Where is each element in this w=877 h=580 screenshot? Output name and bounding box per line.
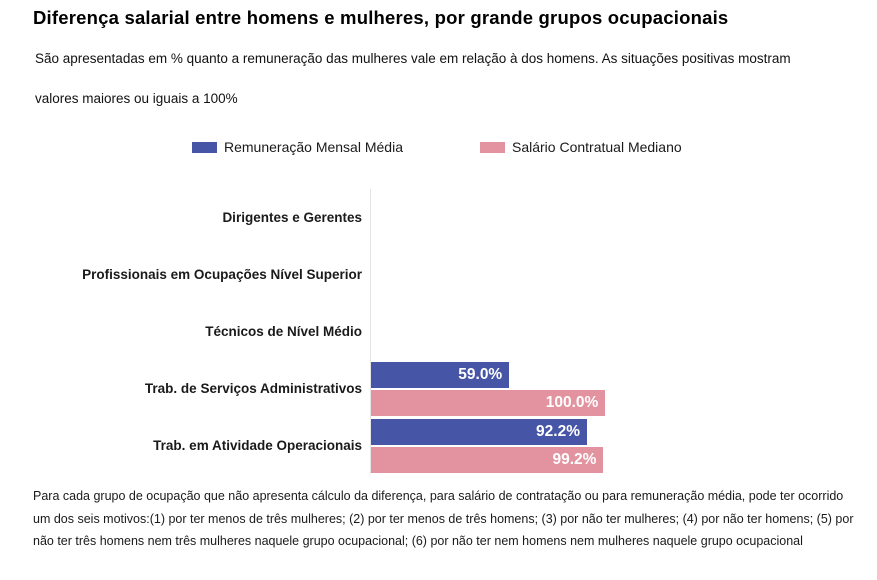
legend-item-salario-contratual-mediano[interactable]: Salário Contratual Mediano bbox=[480, 138, 682, 156]
category-label: Profissionais em Ocupações Nível Superio… bbox=[82, 266, 362, 282]
legend-label-remuneracao: Remuneração Mensal Média bbox=[224, 139, 403, 155]
plot-area: 92.2% 99.2% bbox=[370, 417, 863, 474]
plot-area bbox=[370, 189, 863, 246]
chart-row: Trab. em Atividade Operacionais 92.2% 99.2… bbox=[0, 417, 877, 474]
legend-swatch-blue bbox=[192, 141, 217, 153]
bar-salario-contratual-mediano[interactable]: 100.0% bbox=[371, 389, 606, 416]
chart-subtitle: São apresentadas em % quanto a remuneraç… bbox=[35, 51, 791, 106]
category-label: Técnicos de Nível Médio bbox=[205, 323, 362, 339]
chart-row: Profissionais em Ocupações Nível Superio… bbox=[0, 246, 877, 303]
bar-value-label: 99.2% bbox=[552, 450, 597, 468]
category-label: Trab. de Serviços Administrativos bbox=[144, 380, 362, 396]
plot-area bbox=[370, 303, 863, 360]
category-label: Dirigentes e Gerentes bbox=[222, 209, 362, 225]
bar-remuneracao-mensal-media[interactable]: 59.0% bbox=[371, 361, 510, 388]
plot-area: 59.0% 100.0% bbox=[370, 360, 863, 417]
bar-group: 92.2% 99.2% bbox=[371, 418, 863, 473]
chart-row: Trab. de Serviços Administrativos 59.0% 10… bbox=[0, 360, 877, 417]
plot-area bbox=[370, 246, 863, 303]
legend-item-remuneracao-mensal-media[interactable]: Remuneração Mensal Média bbox=[192, 138, 403, 156]
bar-remuneracao-mensal-media[interactable]: 92.2% bbox=[371, 418, 587, 445]
bar-group: 59.0% 100.0% bbox=[371, 361, 863, 416]
chart-title: Diferença salarial entre homens e mulher… bbox=[33, 7, 729, 28]
bar-value-label: 59.0% bbox=[458, 365, 503, 383]
bar-chart: Dirigentes e Gerentes Profissionais em Oc… bbox=[0, 189, 877, 474]
bar-value-label: 100.0% bbox=[545, 393, 599, 411]
category-label: Trab. em Atividade Operacionais bbox=[153, 437, 362, 453]
legend-label-salario: Salário Contratual Mediano bbox=[512, 139, 682, 155]
chart-row: Técnicos de Nível Médio bbox=[0, 303, 877, 360]
footnote: Para cada grupo de ocupação que não apre… bbox=[33, 489, 854, 548]
bar-salario-contratual-mediano[interactable]: 99.2% bbox=[371, 446, 604, 473]
chart-row: Dirigentes e Gerentes bbox=[0, 189, 877, 246]
bar-value-label: 92.2% bbox=[536, 422, 580, 440]
legend-swatch-pink bbox=[480, 141, 505, 153]
